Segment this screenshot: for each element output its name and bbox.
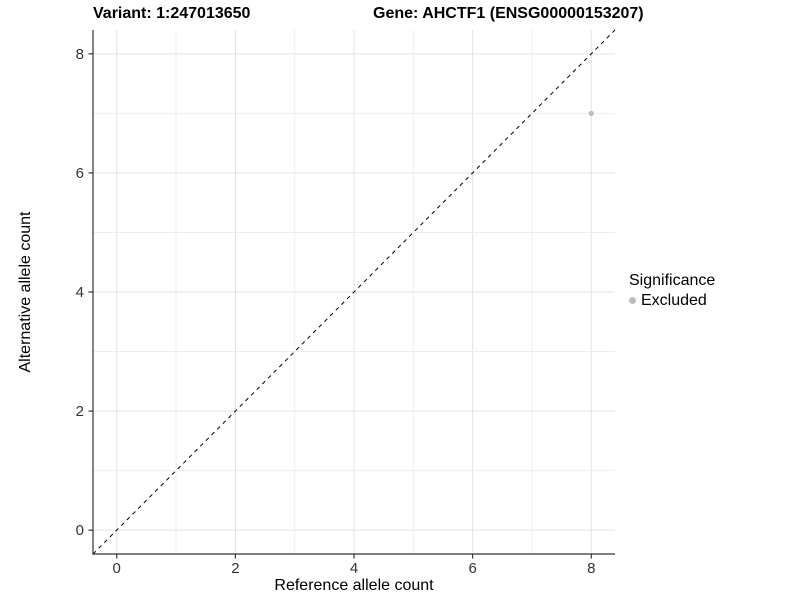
y-tick-label: 4 <box>76 284 84 301</box>
x-tick-label: 2 <box>231 560 239 577</box>
y-tick-label: 2 <box>76 403 84 420</box>
x-tick-label: 0 <box>113 560 121 577</box>
plot-title-gene: Gene: AHCTF1 (ENSG00000153207) <box>373 5 644 22</box>
identity-reference-line <box>92 29 616 555</box>
legend-title: Significance <box>629 272 716 289</box>
y-tick-label: 6 <box>76 165 84 182</box>
legend: Significance Excluded <box>629 271 715 310</box>
y-axis-label: Alternative allele count <box>17 211 34 373</box>
plot-title-variant: Variant: 1:247013650 <box>93 5 251 22</box>
y-tick-label: 0 <box>76 522 84 539</box>
y-tick-label: 8 <box>76 46 84 63</box>
legend-point-icon <box>629 297 636 304</box>
x-axis-label: Reference allele count <box>274 577 434 594</box>
x-tick-label: 8 <box>587 560 595 577</box>
x-tick-label: 6 <box>468 560 476 577</box>
x-tick-label: 4 <box>350 560 358 577</box>
data-point <box>588 110 594 116</box>
legend-entry-label: Excluded <box>641 292 707 309</box>
legend-entry-excluded: Excluded <box>629 291 715 310</box>
